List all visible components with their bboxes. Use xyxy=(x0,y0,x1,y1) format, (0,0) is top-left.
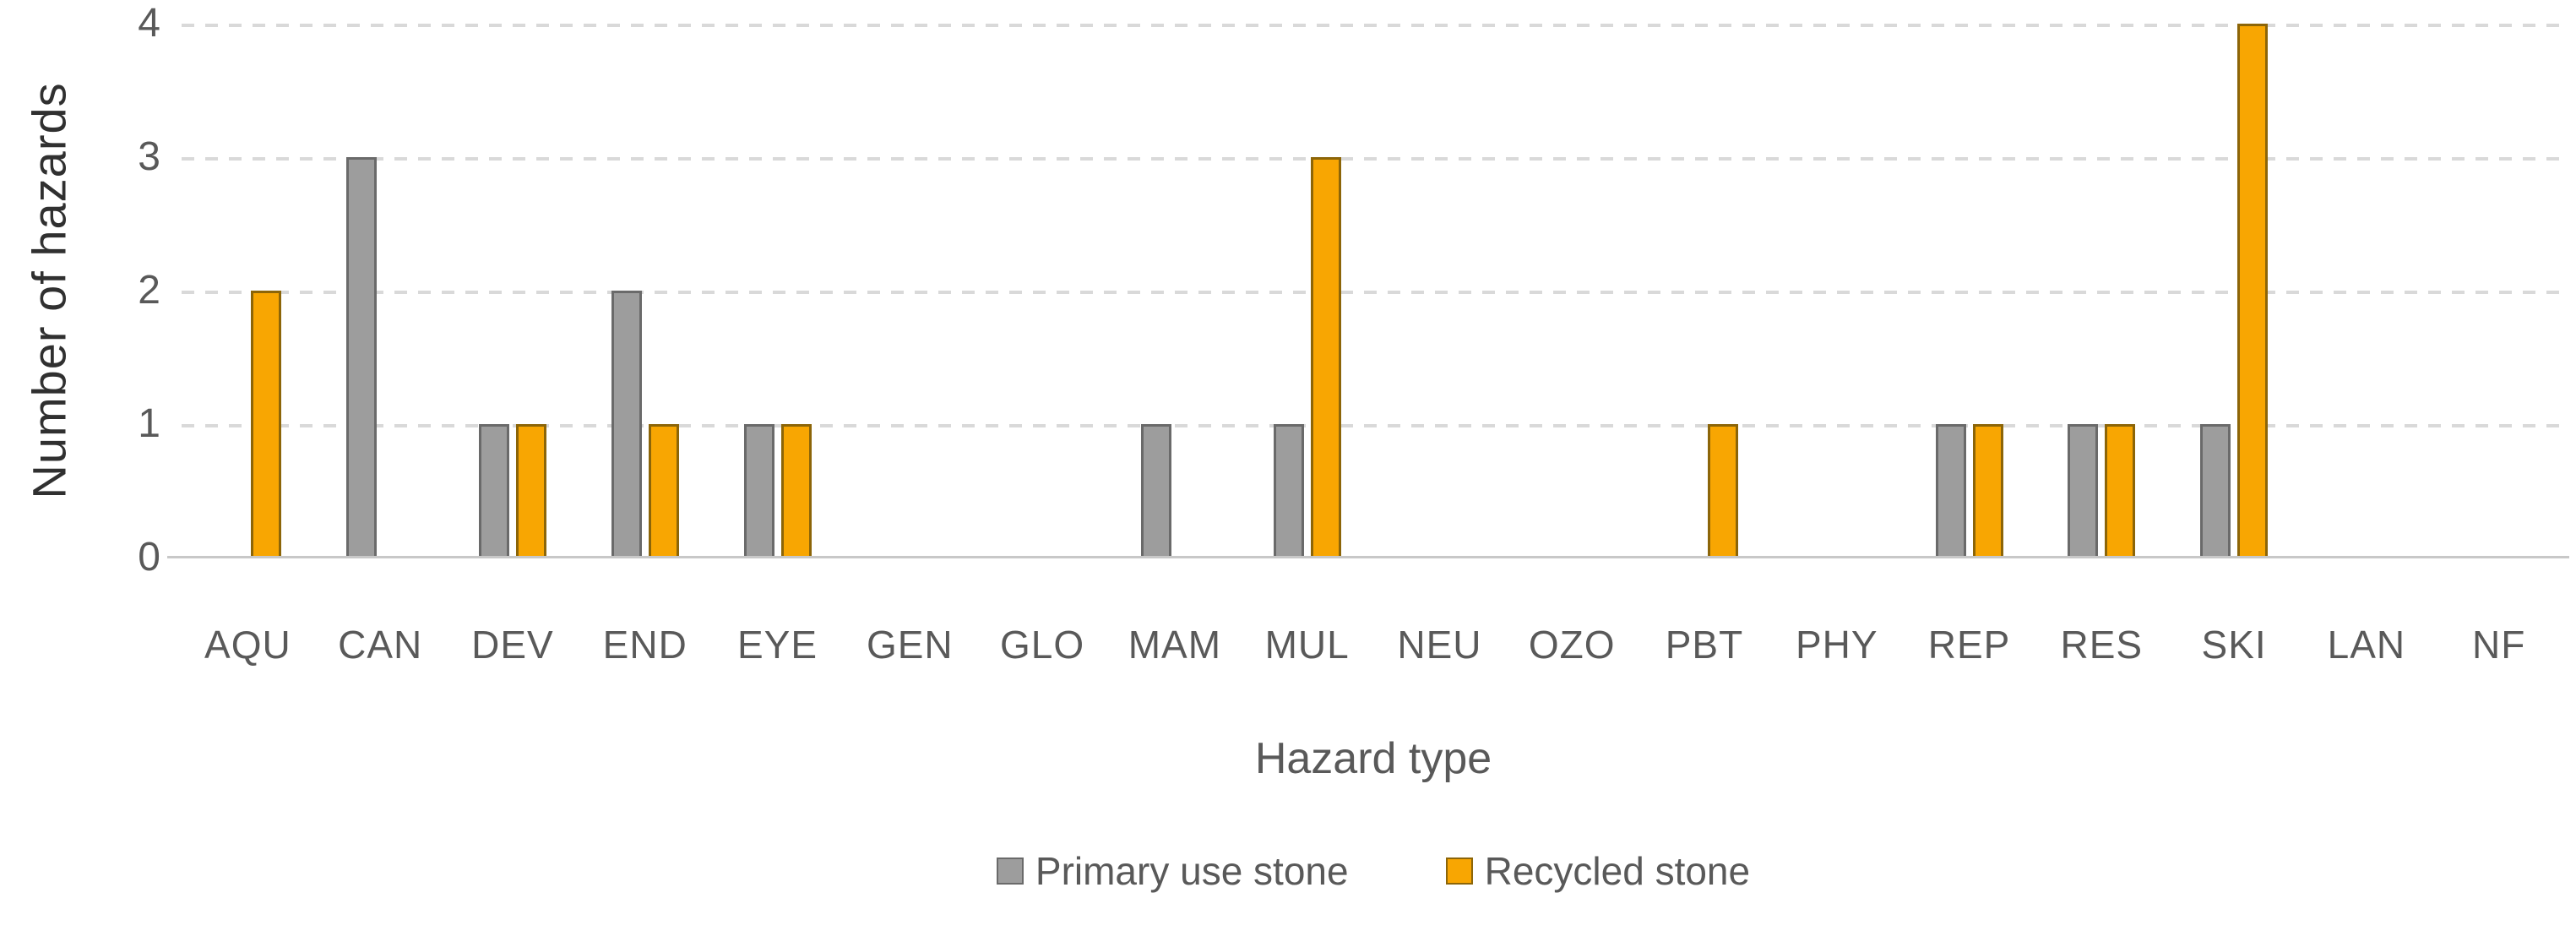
category-slot-phy xyxy=(1770,24,1903,558)
bar-res-primary-use-stone xyxy=(2068,424,2099,558)
x-category-label-res: RES xyxy=(2060,623,2144,667)
plot-area xyxy=(182,24,2565,558)
x-category-label-dev: DEV xyxy=(471,623,554,667)
legend-item-recycled-stone: Recycled stone xyxy=(1445,848,1751,894)
gridline-y-4 xyxy=(182,24,2565,27)
bar-end-recycled-stone xyxy=(648,424,679,558)
chart-legend: Primary use stone Recycled stone xyxy=(182,848,2565,894)
category-slot-dev xyxy=(447,24,579,558)
x-category-label-ozo: OZO xyxy=(1528,623,1616,667)
bar-mul-primary-use-stone xyxy=(1273,424,1304,558)
x-axis-category-labels: AQU CAN DEV END EYE GEN GLO MAM MUL NEU OZO PBT PHY R… xyxy=(182,622,2565,667)
gridline-y-1 xyxy=(182,424,2565,427)
y-tick-label-2: 2 xyxy=(138,268,160,313)
x-category-label-mam: MAM xyxy=(1128,623,1222,667)
category-slot-lan xyxy=(2301,24,2433,558)
bar-mul-recycled-stone xyxy=(1310,157,1341,558)
category-slot-gen xyxy=(844,24,976,558)
legend-item-primary-use-stone: Primary use stone xyxy=(996,848,1349,894)
bar-eye-recycled-stone xyxy=(780,424,812,558)
y-tick-label-0: 0 xyxy=(138,535,160,580)
bar-can-primary-use-stone xyxy=(346,157,378,558)
bar-end-primary-use-stone xyxy=(611,291,642,558)
x-category-label-gen: GEN xyxy=(866,623,954,667)
category-slot-mam xyxy=(1108,24,1241,558)
bar-ski-recycled-stone xyxy=(2237,24,2269,558)
category-slot-end xyxy=(579,24,711,558)
category-slot-eye xyxy=(711,24,844,558)
bar-pbt-recycled-stone xyxy=(1707,424,1738,558)
category-slot-glo xyxy=(976,24,1109,558)
category-slot-pbt xyxy=(1639,24,1771,558)
legend-swatch-icon xyxy=(1445,858,1473,885)
category-slot-mul xyxy=(1241,24,1373,558)
category-slot-ozo xyxy=(1506,24,1639,558)
bars-container xyxy=(182,24,2565,558)
x-category-label-glo: GLO xyxy=(1000,623,1085,667)
y-tick-label-3: 3 xyxy=(138,134,160,179)
x-category-label-neu: NEU xyxy=(1397,623,1482,667)
x-category-label-lan: LAN xyxy=(2327,623,2406,667)
x-category-label-aqu: AQU xyxy=(204,623,291,667)
x-category-label-nf: NF xyxy=(2472,623,2526,667)
legend-label: Primary use stone xyxy=(1035,849,1349,893)
legend-label: Recycled stone xyxy=(1484,849,1751,893)
bar-dev-primary-use-stone xyxy=(478,424,509,558)
x-category-label-end: END xyxy=(602,623,687,667)
category-slot-can xyxy=(314,24,447,558)
bar-dev-recycled-stone xyxy=(515,424,546,558)
category-slot-ski xyxy=(2168,24,2301,558)
category-slot-rep xyxy=(1903,24,2035,558)
x-category-label-ski: SKI xyxy=(2201,623,2267,667)
bar-rep-primary-use-stone xyxy=(1935,424,1966,558)
x-category-label-mul: MUL xyxy=(1264,623,1350,667)
x-category-label-can: CAN xyxy=(338,623,423,667)
x-axis-line xyxy=(167,556,2569,558)
x-axis-title: Hazard type xyxy=(1254,734,1492,783)
bar-aqu-recycled-stone xyxy=(251,291,282,558)
category-slot-neu xyxy=(1373,24,1506,558)
bar-ski-primary-use-stone xyxy=(2200,424,2231,558)
y-tick-label-4: 4 xyxy=(138,1,160,46)
y-tick-label-1: 1 xyxy=(138,401,160,446)
bar-mam-primary-use-stone xyxy=(1140,424,1171,558)
x-category-label-pbt: PBT xyxy=(1665,623,1744,667)
gridline-y-2 xyxy=(182,291,2565,294)
category-slot-res xyxy=(2035,24,2168,558)
bar-res-recycled-stone xyxy=(2105,424,2136,558)
category-slot-aqu xyxy=(182,24,314,558)
x-category-label-eye: EYE xyxy=(736,623,818,667)
gridline-y-3 xyxy=(182,157,2565,161)
legend-swatch-icon xyxy=(996,858,1024,885)
x-category-label-phy: PHY xyxy=(1795,623,1878,667)
category-slot-nf xyxy=(2432,24,2565,558)
bar-eye-primary-use-stone xyxy=(743,424,774,558)
bar-rep-recycled-stone xyxy=(1972,424,2003,558)
x-category-label-rep: REP xyxy=(1927,623,2011,667)
